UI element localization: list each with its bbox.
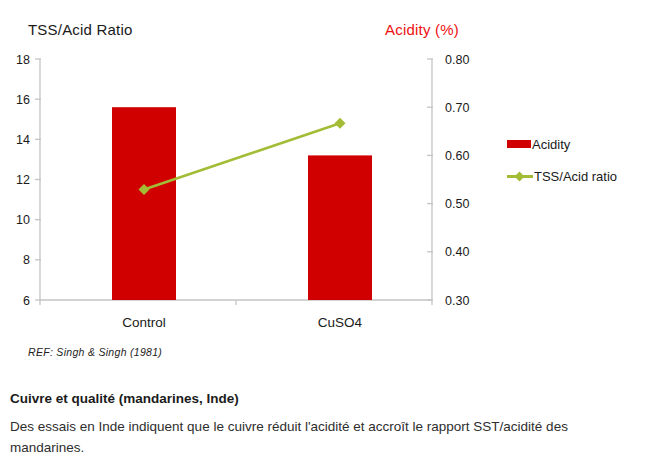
left-axis-tick-label: 10 [16,213,30,227]
legend-item-acidity: Acidity [507,136,617,152]
left-axis-tick-label: 16 [16,93,30,107]
category-label-cuso4: CuSO4 [318,315,363,330]
bar-cuso4 [308,155,372,300]
legend-diamond-marker-icon [515,171,525,181]
diamond-marker-cuso4 [335,118,346,129]
reference-note: REF: Singh & Singh (1981) [28,346,162,358]
category-label-control: Control [122,315,166,330]
right-axis-tick-label: 0.80 [445,53,469,67]
legend-label-acidity: Acidity [532,137,570,152]
caption-block: Cuivre et qualité (mandarines, Inde) Des… [10,391,642,458]
right-axis-tick-label: 0.50 [445,197,469,211]
caption-title: Cuivre et qualité (mandarines, Inde) [10,391,642,406]
chart-legend: Acidity TSS/Acid ratio [507,136,617,184]
legend-item-tss-acid-ratio: TSS/Acid ratio [507,168,617,184]
right-axis-tick-label: 0.60 [445,149,469,163]
left-axis-tick-label: 14 [16,133,30,147]
right-axis-tick-label: 0.40 [445,245,469,259]
bar-control [112,107,176,300]
left-axis-tick-label: 6 [23,294,30,308]
right-axis-tick-label: 0.70 [445,101,469,115]
chart-page: TSS/Acid Ratio Acidity (%) 6810121416180… [0,0,651,473]
caption-body: Des essais en Inde indiquent que le cuiv… [10,416,642,458]
left-axis-tick-label: 8 [23,253,30,267]
legend-bar-swatch-icon [507,140,531,148]
left-axis-tick-label: 12 [16,173,30,187]
right-axis-tick-label: 0.30 [445,294,469,308]
legend-label-tss-acid-ratio: TSS/Acid ratio [534,169,617,184]
left-axis-tick-label: 18 [16,53,30,67]
legend-line-swatch-icon [507,171,533,181]
